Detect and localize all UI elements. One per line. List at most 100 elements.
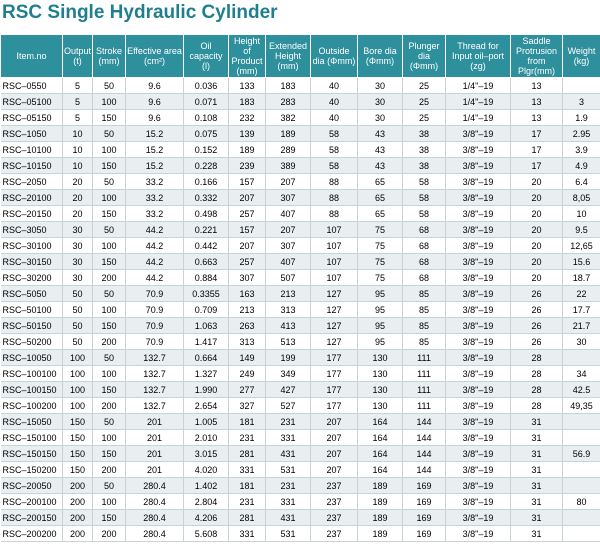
cell: 0.498 (183, 205, 229, 222)
cell: 15.2 (125, 125, 184, 142)
cell: 132.7 (125, 381, 184, 398)
cell: 100 (62, 381, 93, 398)
cell: 150 (92, 157, 126, 174)
cell: 232 (228, 109, 266, 126)
cell: 20 (510, 173, 563, 190)
cell: 150 (62, 413, 93, 430)
cell: 263 (228, 317, 266, 334)
cell: 58 (402, 173, 446, 190)
cell: 331 (265, 429, 311, 446)
cell: 207 (228, 189, 266, 206)
cell: 200 (62, 493, 93, 510)
cell: 307 (228, 269, 266, 286)
cell: RSC–100200 (0, 397, 63, 414)
cell: 107 (310, 237, 358, 254)
cell: 20 (510, 237, 563, 254)
cell: 201 (125, 445, 184, 462)
column-header: Outside dia (Φmm) (310, 34, 358, 78)
column-header: Output (t) (62, 34, 93, 78)
cell: 150 (62, 429, 93, 446)
cell: 201 (125, 461, 184, 478)
cell: 4.020 (183, 461, 229, 478)
cell: 31 (510, 525, 563, 542)
cell: 531 (265, 461, 311, 478)
cell: 20 (510, 189, 563, 206)
cell: 44.2 (125, 237, 184, 254)
cell: 8,05 (562, 189, 600, 206)
cell: 130 (357, 381, 403, 398)
column-header: Bore dia (Φmm) (357, 34, 403, 78)
cell: 189 (357, 525, 403, 542)
cell: 169 (402, 477, 446, 494)
cell: 30 (357, 109, 403, 126)
cell: 189 (357, 509, 403, 526)
table-row: RSC–10050 100 50 132.7 0.664 149 199 177 130 111 3… (0, 349, 600, 366)
table-row: RSC–100200 100 200 132.7 2.654 327 527 177 130 11… (0, 397, 600, 414)
cell: 20 (62, 205, 93, 222)
cell: 5 (62, 93, 93, 110)
cell: 207 (310, 445, 358, 462)
cell: 127 (310, 333, 358, 350)
table-row: RSC–50200 50 200 70.9 1.417 313 513 127 95 85 3/8"… (0, 333, 600, 350)
cell: 163 (228, 285, 266, 302)
cell: 281 (228, 509, 266, 526)
cell: 17 (510, 125, 563, 142)
cell: 3/8"–19 (445, 461, 511, 478)
header-row: Item.no Output (t) Stroke (mm) Effective ar… (0, 34, 600, 78)
table-row: RSC–15050 150 50 201 1.005 181 231 207 164 144 3/8… (0, 413, 600, 430)
cell: 88 (310, 189, 358, 206)
cell: 15.2 (125, 157, 184, 174)
cell: 183 (265, 77, 311, 94)
cell: 164 (357, 445, 403, 462)
cell: 17 (510, 141, 563, 158)
cell: 100 (92, 429, 126, 446)
cell: 50 (92, 413, 126, 430)
cell: 0.152 (183, 141, 229, 158)
cell: 3/8"–19 (445, 445, 511, 462)
cell: 3/8"–19 (445, 493, 511, 510)
cell: 70.9 (125, 333, 184, 350)
cell: RSC–15050 (0, 413, 63, 430)
cell: RSC–200150 (0, 509, 63, 526)
cell: 237 (310, 509, 358, 526)
cell: 3/8"–19 (445, 157, 511, 174)
table-row: RSC–20100 20 100 33.2 0.332 207 307 88 65 58 3/8"–… (0, 189, 600, 206)
cell: 50 (62, 301, 93, 318)
cell: 111 (402, 397, 446, 414)
cell: 181 (228, 477, 266, 494)
cell: 177 (310, 349, 358, 366)
cell (562, 461, 600, 478)
cell: 68 (402, 253, 446, 270)
cell: 20 (510, 253, 563, 270)
cell: 2.95 (562, 125, 600, 142)
table-row: RSC–100150 100 150 132.7 1.990 277 427 177 130 11… (0, 381, 600, 398)
cell: 43 (357, 141, 403, 158)
cell: 30 (62, 253, 93, 270)
cell: 1.005 (183, 413, 229, 430)
cell: 349 (265, 365, 311, 382)
cell: 95 (357, 317, 403, 334)
cell: 15.6 (562, 253, 600, 270)
cell: 1.990 (183, 381, 229, 398)
cell: 15.2 (125, 141, 184, 158)
cell: 3/8"–19 (445, 141, 511, 158)
cell: 10 (62, 125, 93, 142)
cell: 28 (510, 365, 563, 382)
cell: 20 (510, 205, 563, 222)
cell: 513 (265, 333, 311, 350)
cell: 0.221 (183, 221, 229, 238)
cell: 157 (228, 221, 266, 238)
cell: 25 (402, 93, 446, 110)
cell: 1/4"–19 (445, 77, 511, 94)
cell: 31 (510, 461, 563, 478)
cell: 0.709 (183, 301, 229, 318)
table-row: RSC–30200 30 200 44.2 0.884 307 507 107 75 68 3/8"… (0, 269, 600, 286)
cell: 150 (92, 205, 126, 222)
cell: 257 (228, 205, 266, 222)
cell: 20 (510, 269, 563, 286)
cell: 132.7 (125, 397, 184, 414)
cell: 13 (510, 109, 563, 126)
cell: 144 (402, 461, 446, 478)
cell: 237 (310, 477, 358, 494)
cell: 3/8"–19 (445, 397, 511, 414)
